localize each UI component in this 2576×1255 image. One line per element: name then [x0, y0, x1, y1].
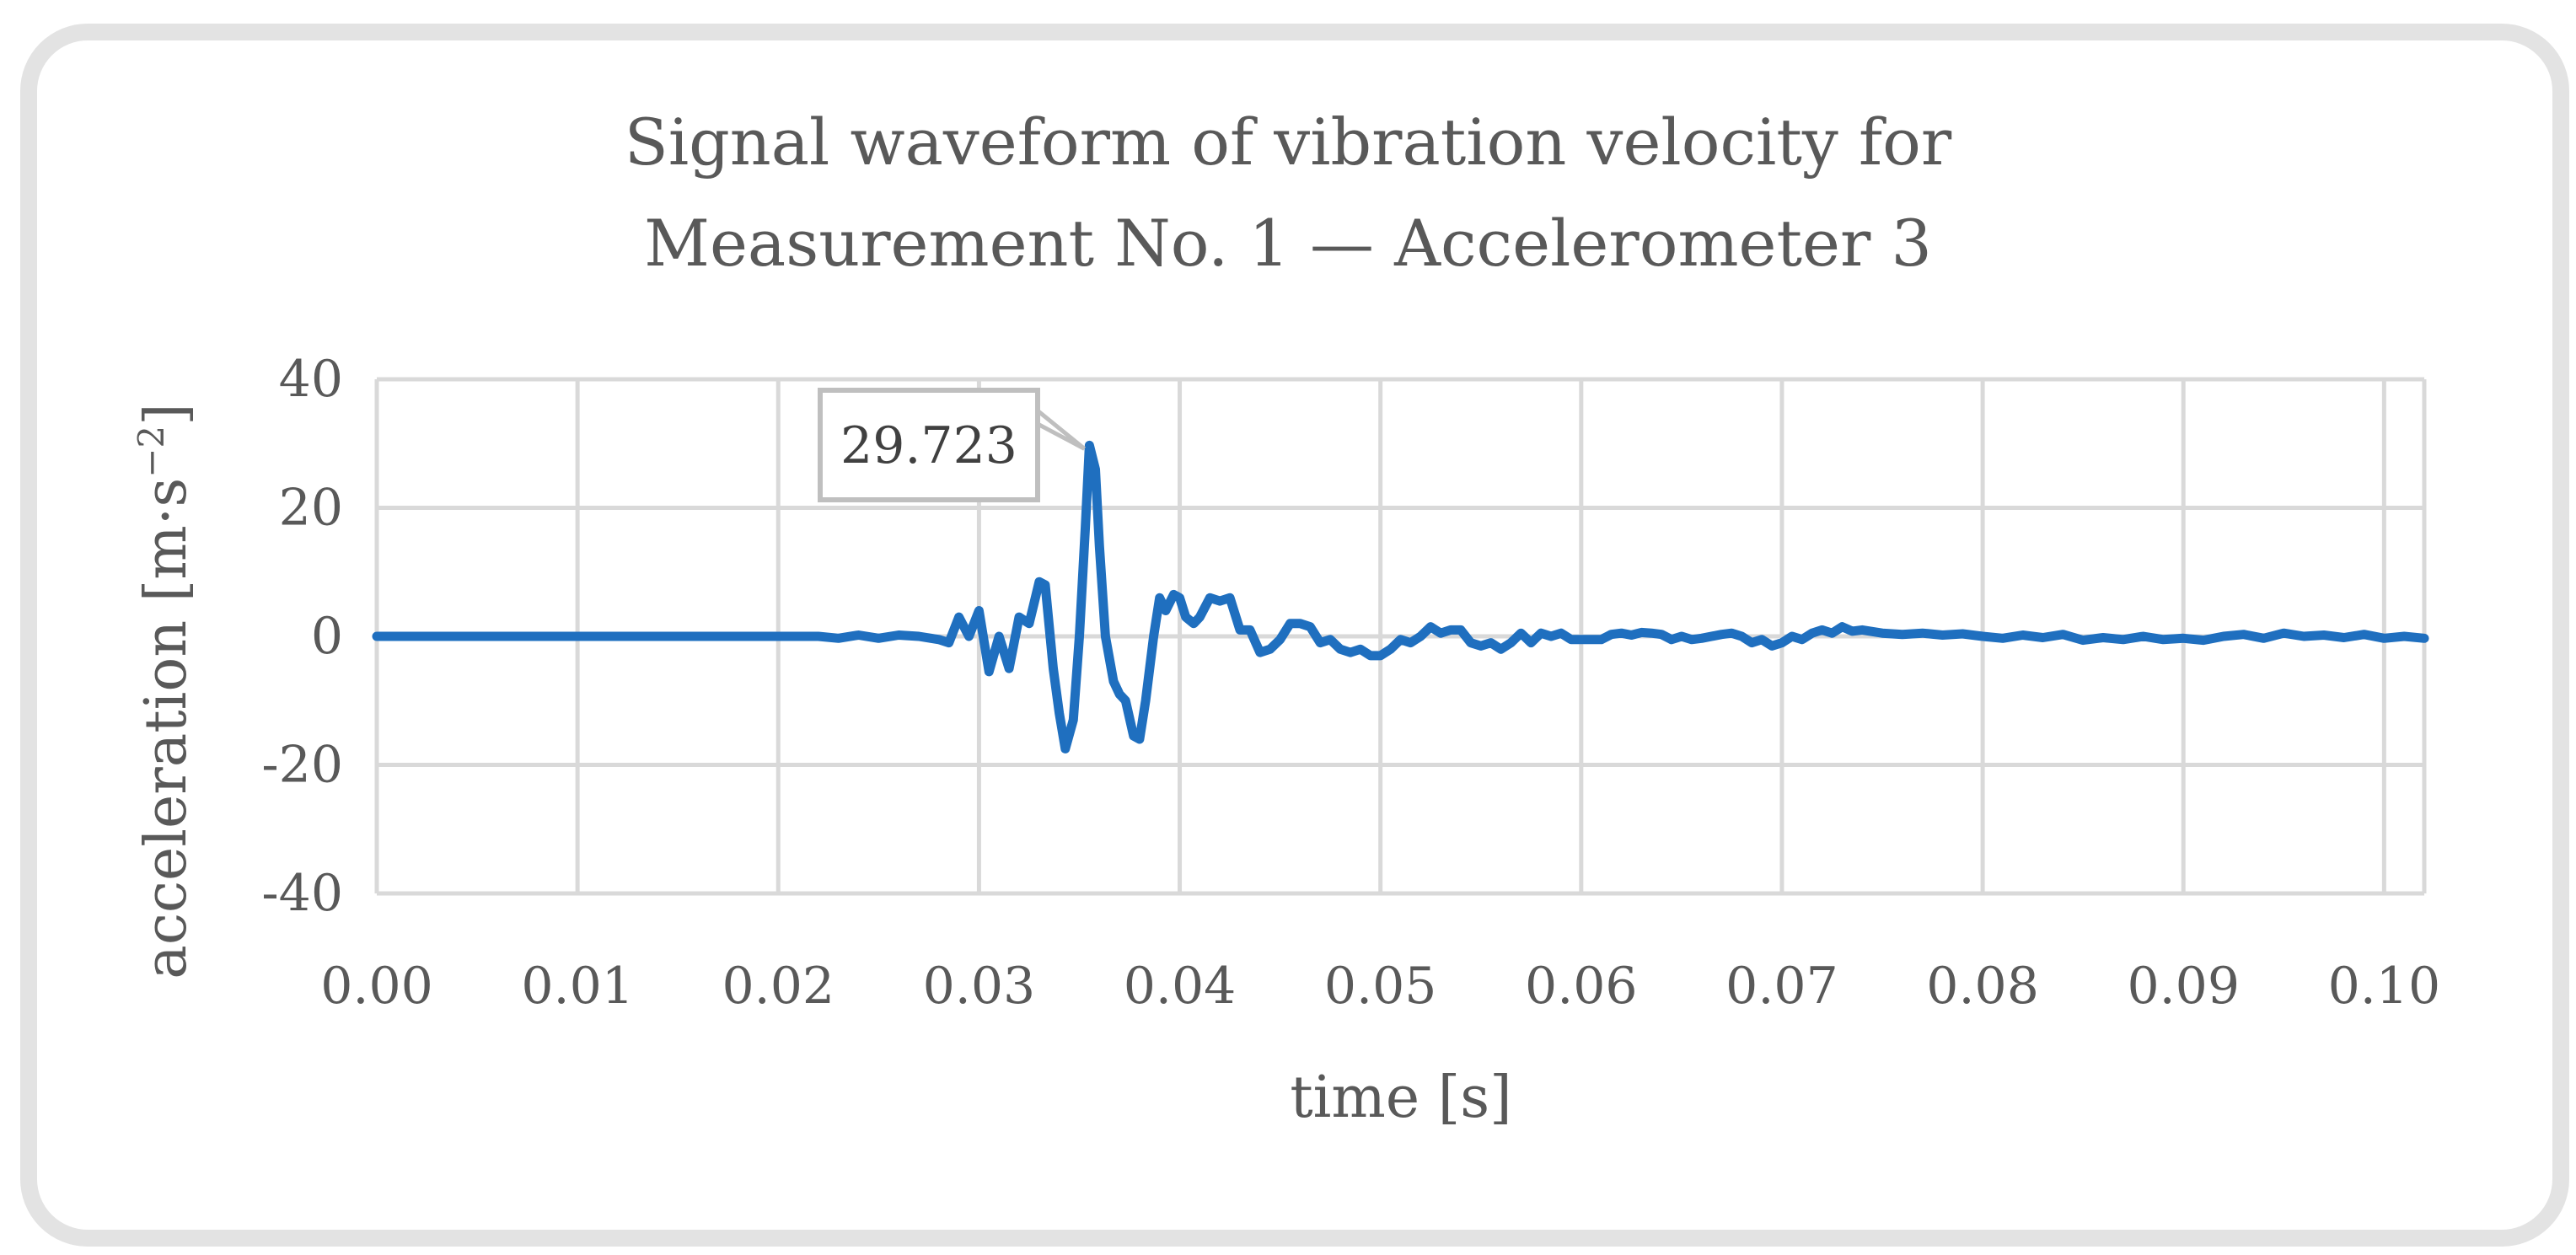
series-line [372, 440, 2429, 754]
tick-labels: 40 20 0 -20 -40 0.00 0.01 0.02 0.03 0.04 0.05 0.06 0… [261, 350, 2440, 1016]
annotation-layer: 29.723 [818, 388, 1086, 502]
y-tick-label: -40 [261, 864, 343, 923]
x-tick-label: 0.01 [521, 957, 634, 1016]
y-axis-label-exponent: −2 [131, 426, 172, 478]
x-tick-label: 0.00 [320, 957, 433, 1016]
x-tick-label: 0.04 [1124, 957, 1237, 1016]
chart-title-line-1: Signal waveform of vibration velocity fo… [625, 105, 1952, 180]
x-tick-label: 0.09 [2127, 957, 2240, 1016]
annotation-label: 29.723 [840, 416, 1017, 475]
y-axis-label: acceleration [m·s−2] [131, 403, 200, 979]
x-tick-label: 0.06 [1525, 957, 1638, 1016]
y-tick-label: 40 [279, 350, 343, 409]
y-tick-label: -20 [261, 736, 343, 795]
x-tick-label: 0.05 [1324, 957, 1437, 1016]
x-axis-label: time [s] [1290, 1065, 1511, 1131]
x-tick-label: 0.08 [1926, 957, 2039, 1016]
series-layer [372, 440, 2429, 754]
y-axis-label-main: acceleration [m·s [133, 478, 200, 979]
x-tick-label: 0.03 [923, 957, 1036, 1016]
x-tick-label: 0.02 [722, 957, 835, 1016]
y-tick-label: 20 [279, 479, 343, 538]
y-tick-label: 0 [311, 607, 343, 666]
chart-title-line-2: Measurement No. 1 — Accelerometer 3 [644, 206, 1932, 281]
x-tick-label: 0.07 [1725, 957, 1838, 1016]
annotation-pointer [1019, 395, 1086, 451]
annotation-box [818, 388, 1040, 502]
y-axis-label-bracket: ] [133, 403, 200, 426]
x-tick-label: 0.10 [2328, 957, 2441, 1016]
